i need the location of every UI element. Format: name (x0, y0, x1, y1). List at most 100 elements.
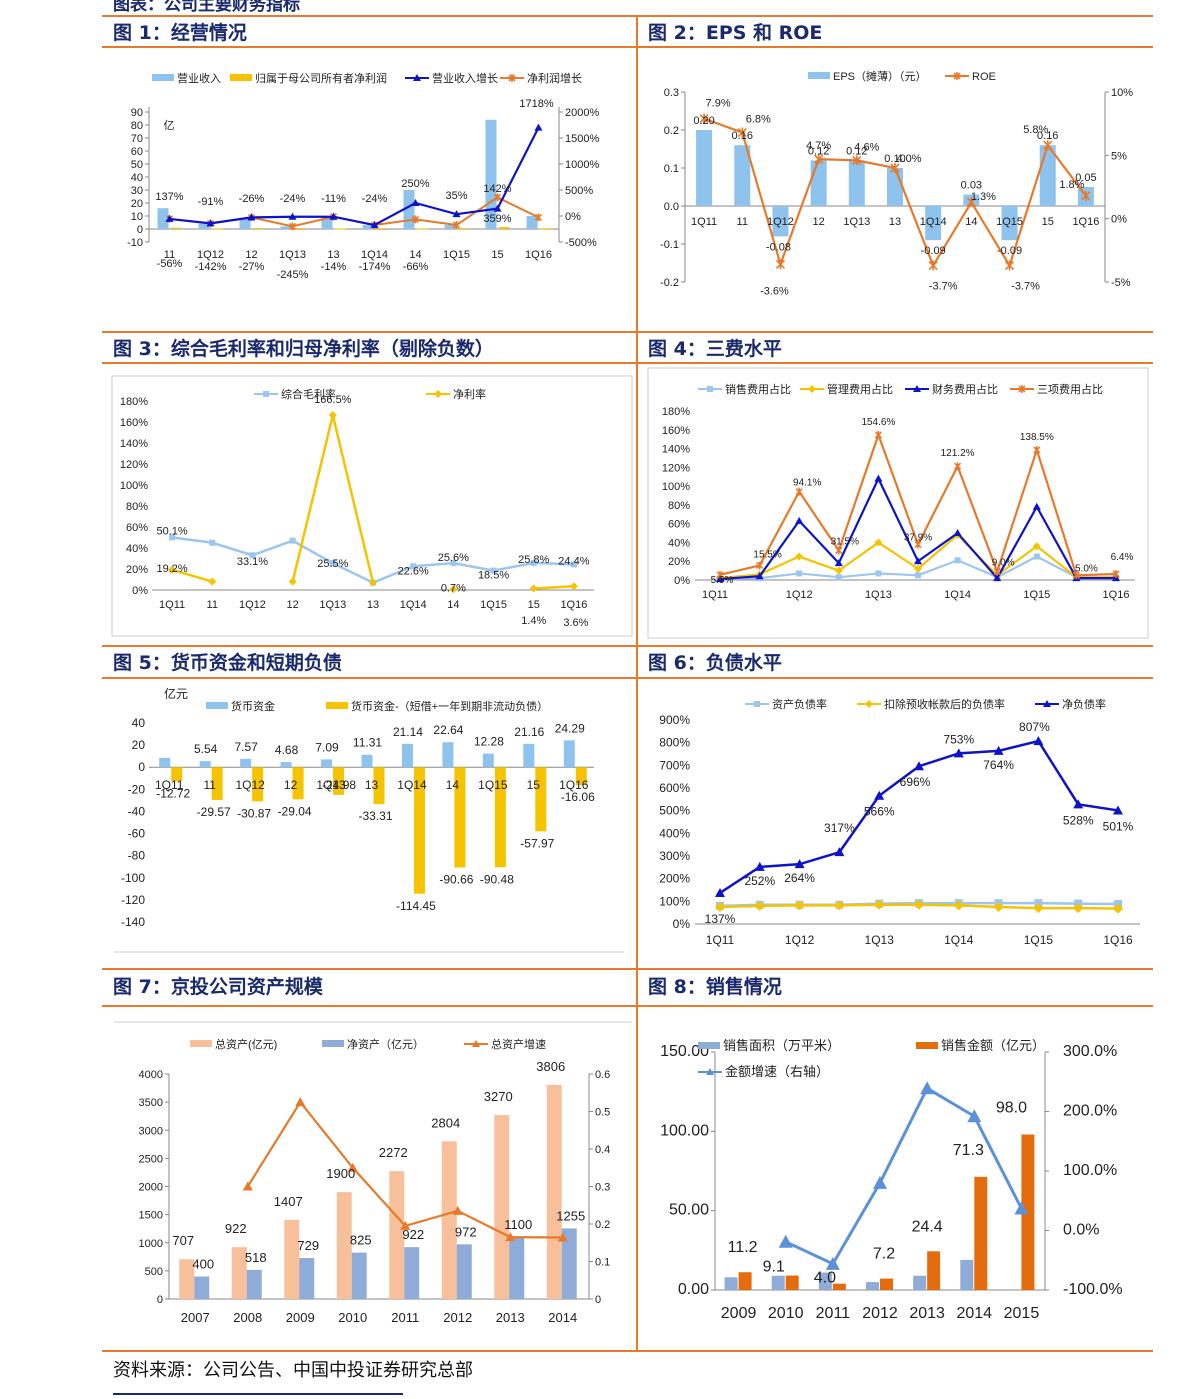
f4-data-label: 154.6% (861, 417, 895, 428)
f1-data-label: -56% (157, 258, 183, 270)
f1-bar-netprofit (170, 227, 182, 229)
f1-x-tick-label: 1Q12 (197, 249, 224, 261)
f6-legend-item-label: 净负债率 (1062, 697, 1106, 711)
f3-x-tick-label: 1Q16 (560, 599, 587, 611)
f6-data-label: 252% (744, 874, 775, 888)
f7-label-net: 729 (297, 1238, 319, 1253)
f8-bar-amount (927, 1251, 941, 1290)
f5-label-net-cash: -90.66 (439, 872, 473, 886)
f4-point-series-3 (993, 567, 1001, 576)
f2-roe-label: 6.8% (746, 114, 771, 126)
f7-label-total: 2804 (431, 1115, 460, 1130)
f1-y-axis-tick-label: 70 (131, 133, 143, 145)
f3-x-tick-label: 1Q12 (239, 599, 266, 611)
f2-x-tick-label: 12 (813, 216, 825, 228)
f8-bar-area (818, 1272, 832, 1290)
f7-bar-net (561, 1228, 577, 1299)
f2-roe-label: 4.0% (896, 153, 921, 165)
f8-x-tick-label: 2012 (862, 1305, 898, 1322)
f2-eps-label: 0.20 (693, 115, 714, 127)
f3-legend-gross-marker (263, 391, 269, 397)
f4-point-series-2 (874, 474, 883, 482)
f3-legend-net-label: 净利率 (453, 387, 486, 401)
f1-y-axis-tick-label: 80 (131, 120, 143, 132)
f1-legend-item-label: 净利润增长 (527, 71, 582, 85)
f3-data-label: 0.7% (441, 582, 466, 594)
f3-data-label: 1.4% (521, 615, 546, 627)
chart-sales: 0.00 50.00 100.00 150.00 -100.0% 0.0% 100.0% 20… (660, 1038, 1123, 1322)
f7-x-tick-label: 2013 (496, 1310, 525, 1325)
f3-point-net (529, 584, 538, 593)
f5-label-cash: 12.28 (474, 735, 504, 749)
f1-x-tick-label: 15 (491, 249, 503, 261)
f8-point-growth (967, 1109, 982, 1123)
f3-line-net (171, 568, 213, 583)
f4-point-series-1 (1032, 542, 1041, 551)
f6-point-series-1 (993, 902, 1004, 912)
f2-legend-eps-label: EPS（摊薄）（元） (833, 69, 927, 83)
f2-x-tick-label: 13 (889, 216, 901, 228)
figure-5-title: 图 5：货币资金和短期负债 (113, 652, 342, 674)
f8-y2-axis-tick-label: 200.0% (1063, 1103, 1117, 1120)
f2-x-tick-label: 1Q13 (843, 216, 870, 228)
f1-data-label: 250% (401, 178, 429, 190)
f2-point-roe (890, 163, 900, 173)
f1-y-unit: 亿 (164, 119, 175, 132)
f4-y-tick-label: 0% (674, 575, 690, 587)
f7-y-axis-tick-label: 500 (145, 1266, 163, 1278)
figure-4-title: 图 4：三费水平 (648, 338, 782, 360)
f2-y-axis-tick-label: -0.1 (660, 239, 679, 251)
f3-point-net (208, 577, 217, 586)
f7-legend-net-swatch (322, 1040, 344, 1047)
f1-y2-axis-tick-label: 2000% (565, 107, 599, 119)
f2-roe-label: 1.8% (1059, 179, 1084, 191)
f8-bar-area (724, 1277, 738, 1290)
f1-bar-netprofit (457, 228, 469, 230)
f5-bar-cash (523, 743, 535, 768)
f5-label-cash: 24.29 (555, 721, 585, 735)
f5-x-tick-label: 1Q11 (155, 778, 184, 792)
f7-label-total: 922 (225, 1221, 247, 1236)
f6-x-tick-label: 1Q13 (865, 933, 895, 947)
f8-label-amount: 71.3 (953, 1142, 984, 1159)
f5-label-cash: 5.54 (194, 742, 218, 756)
chart-cash-debt: -140 -120 -100 -80 -60 -40 -20 0 20 40 亿元 1Q11 11 1Q1… (114, 686, 624, 953)
f2-eps-label: -0.08 (766, 241, 791, 253)
f1-data-label: -24% (280, 193, 306, 205)
f8-point-growth (873, 1175, 887, 1189)
f1-legend-item-label: 归属于母公司所有者净利润 (255, 71, 387, 85)
f1-point-revenue-growth (288, 212, 297, 220)
f8-bar-amount (880, 1278, 893, 1290)
f3-point-gross (209, 539, 216, 546)
f5-x-tick-label: 12 (284, 778, 298, 792)
f8-label-amount: 4.0 (814, 1270, 836, 1287)
f5-bar-net-cash (413, 767, 425, 894)
f3-data-label: 25.5% (317, 558, 348, 570)
f3-point-net (449, 585, 458, 594)
f2-point-roe (928, 260, 938, 271)
f3-data-label: 33.1% (237, 556, 268, 568)
f1-data-label: -11% (321, 193, 346, 205)
f8-legend-growth-label: 金额增速（右轴） (725, 1064, 829, 1079)
source-note: 资料来源：公司公告、中国中投证券研究总部 (113, 1360, 473, 1381)
f4-point-series-3 (795, 487, 803, 496)
f1-point-revenue-growth (534, 123, 543, 131)
f1-bar-netprofit (293, 229, 305, 230)
f4-point-series-3 (954, 462, 962, 471)
f3-data-label: 18.5% (478, 570, 509, 582)
f7-point-growth (505, 1232, 516, 1242)
f3-y-tick-label: 80% (126, 501, 148, 513)
rule-row2-top (102, 331, 1153, 333)
f3-line-net (533, 584, 574, 590)
f7-y-axis-tick-label: 0 (157, 1294, 163, 1306)
f7-y-axis-tick-label: 4000 (139, 1069, 163, 1081)
f1-legend-item-marker (413, 74, 421, 81)
f6-point-series-1 (1033, 903, 1044, 914)
f5-x-tick-label: 14 (446, 778, 460, 792)
f6-y-tick-label: 900% (659, 713, 690, 727)
f6-data-label: 807% (1019, 720, 1050, 734)
f6-legend-item-label: 资产负债率 (772, 697, 827, 711)
f2-y2-axis-tick-label: 5% (1111, 150, 1127, 162)
f4-frame (647, 367, 1149, 639)
f5-label-cash: 7.09 (315, 740, 339, 754)
